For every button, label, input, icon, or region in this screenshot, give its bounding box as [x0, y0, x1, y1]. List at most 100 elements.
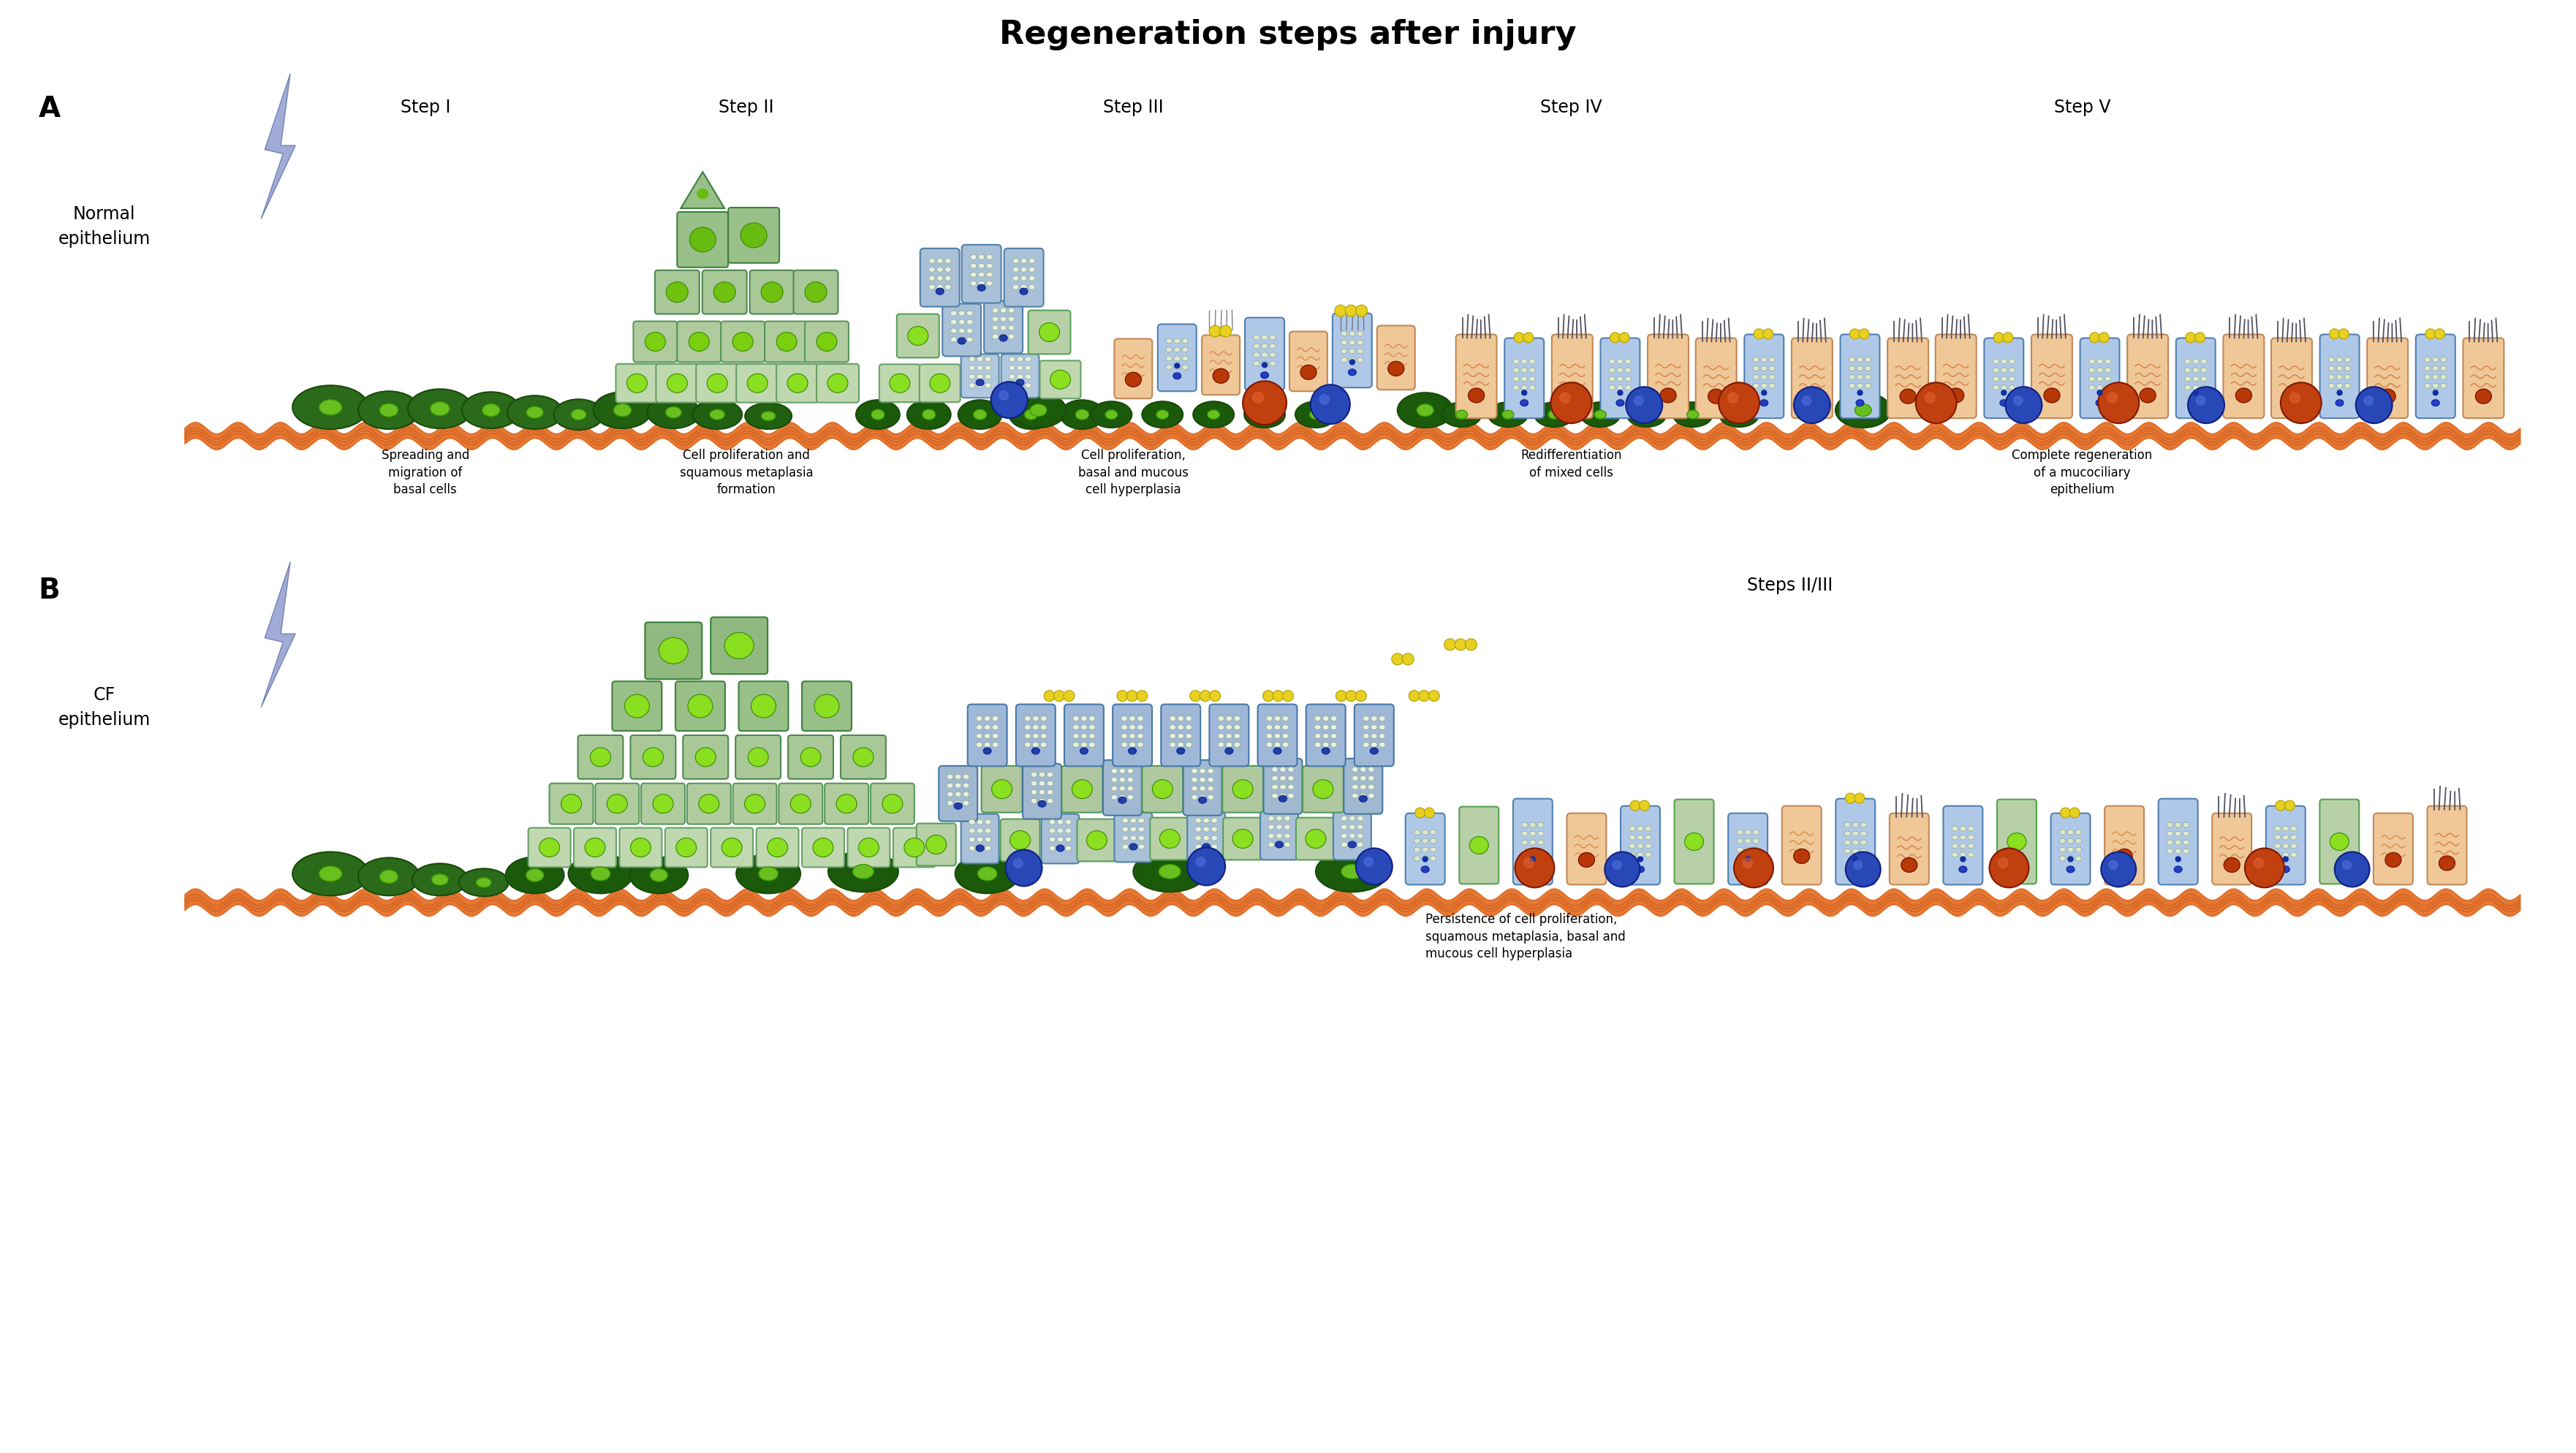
Ellipse shape — [1628, 402, 1667, 427]
Ellipse shape — [2432, 375, 2439, 379]
Ellipse shape — [1030, 798, 1038, 804]
Ellipse shape — [1082, 734, 1087, 738]
Ellipse shape — [2002, 385, 2007, 391]
Ellipse shape — [1193, 795, 1198, 799]
Ellipse shape — [958, 400, 1002, 429]
FancyBboxPatch shape — [999, 819, 1041, 862]
Ellipse shape — [969, 382, 976, 388]
Ellipse shape — [2009, 368, 2014, 372]
Ellipse shape — [984, 742, 989, 747]
Ellipse shape — [1131, 818, 1136, 822]
Ellipse shape — [2439, 384, 2447, 388]
Ellipse shape — [2117, 849, 2133, 863]
FancyBboxPatch shape — [1891, 814, 1929, 885]
Circle shape — [1345, 690, 1358, 702]
FancyBboxPatch shape — [1406, 814, 1445, 885]
Ellipse shape — [2089, 359, 2094, 363]
Circle shape — [1522, 333, 1533, 343]
Circle shape — [2342, 860, 2352, 869]
Circle shape — [1522, 391, 1528, 395]
Circle shape — [1924, 392, 1935, 402]
Ellipse shape — [1200, 777, 1206, 782]
FancyBboxPatch shape — [961, 355, 999, 398]
Ellipse shape — [1128, 742, 1136, 747]
Ellipse shape — [2069, 830, 2074, 834]
Ellipse shape — [1226, 725, 1231, 729]
Ellipse shape — [1306, 830, 1327, 849]
Ellipse shape — [925, 835, 945, 854]
FancyBboxPatch shape — [896, 314, 940, 357]
Ellipse shape — [1901, 857, 1917, 872]
Circle shape — [2339, 328, 2349, 339]
Ellipse shape — [1618, 359, 1623, 363]
Ellipse shape — [1610, 368, 1615, 372]
FancyBboxPatch shape — [1345, 758, 1383, 814]
Ellipse shape — [688, 695, 714, 718]
Circle shape — [1855, 860, 1862, 869]
Ellipse shape — [1752, 384, 1759, 388]
Ellipse shape — [1610, 385, 1615, 391]
Circle shape — [1718, 382, 1759, 423]
Ellipse shape — [1118, 769, 1126, 773]
Circle shape — [2099, 333, 2110, 343]
Ellipse shape — [1734, 410, 1744, 418]
Ellipse shape — [2174, 822, 2182, 827]
Ellipse shape — [1852, 866, 1860, 873]
Ellipse shape — [976, 373, 984, 379]
Ellipse shape — [1332, 742, 1337, 747]
FancyBboxPatch shape — [1334, 811, 1370, 860]
Ellipse shape — [1030, 748, 1041, 754]
Ellipse shape — [1175, 347, 1180, 352]
Ellipse shape — [1079, 748, 1087, 754]
Text: A: A — [39, 96, 62, 124]
Circle shape — [1625, 386, 1662, 423]
Ellipse shape — [2089, 385, 2094, 391]
Ellipse shape — [1260, 410, 1270, 418]
FancyBboxPatch shape — [2372, 814, 2414, 885]
Ellipse shape — [1110, 795, 1118, 799]
Ellipse shape — [1056, 846, 1064, 851]
Circle shape — [1762, 391, 1767, 395]
Ellipse shape — [1378, 742, 1386, 747]
Ellipse shape — [675, 838, 696, 857]
Ellipse shape — [1056, 828, 1064, 833]
Ellipse shape — [1275, 843, 1283, 847]
Ellipse shape — [881, 795, 902, 814]
Circle shape — [2089, 333, 2099, 343]
Circle shape — [2434, 328, 2445, 339]
Ellipse shape — [1285, 824, 1291, 830]
Ellipse shape — [1193, 401, 1234, 427]
FancyBboxPatch shape — [711, 618, 768, 674]
Ellipse shape — [1038, 789, 1046, 795]
Ellipse shape — [1030, 772, 1038, 777]
Ellipse shape — [1170, 716, 1175, 721]
Ellipse shape — [956, 774, 961, 779]
FancyBboxPatch shape — [1600, 339, 1641, 418]
FancyBboxPatch shape — [1504, 339, 1543, 418]
FancyBboxPatch shape — [1355, 705, 1394, 766]
Circle shape — [1200, 690, 1211, 702]
Ellipse shape — [1131, 835, 1136, 841]
Ellipse shape — [1267, 742, 1273, 747]
Ellipse shape — [1270, 334, 1275, 340]
Circle shape — [999, 391, 1007, 400]
Text: Step III: Step III — [1103, 99, 1164, 116]
Polygon shape — [260, 74, 296, 219]
Ellipse shape — [1208, 769, 1213, 773]
Ellipse shape — [2184, 385, 2190, 391]
Ellipse shape — [1280, 767, 1285, 772]
Ellipse shape — [1852, 840, 1857, 846]
Circle shape — [2329, 328, 2339, 339]
FancyBboxPatch shape — [1015, 705, 1056, 766]
Ellipse shape — [294, 385, 368, 429]
Ellipse shape — [1502, 410, 1515, 418]
Ellipse shape — [1177, 725, 1185, 729]
Ellipse shape — [1443, 402, 1481, 427]
FancyBboxPatch shape — [703, 270, 747, 314]
Ellipse shape — [930, 259, 935, 263]
Ellipse shape — [1582, 402, 1620, 427]
Ellipse shape — [1358, 331, 1363, 336]
FancyBboxPatch shape — [1458, 806, 1499, 883]
Ellipse shape — [1538, 840, 1543, 846]
Ellipse shape — [976, 742, 981, 747]
